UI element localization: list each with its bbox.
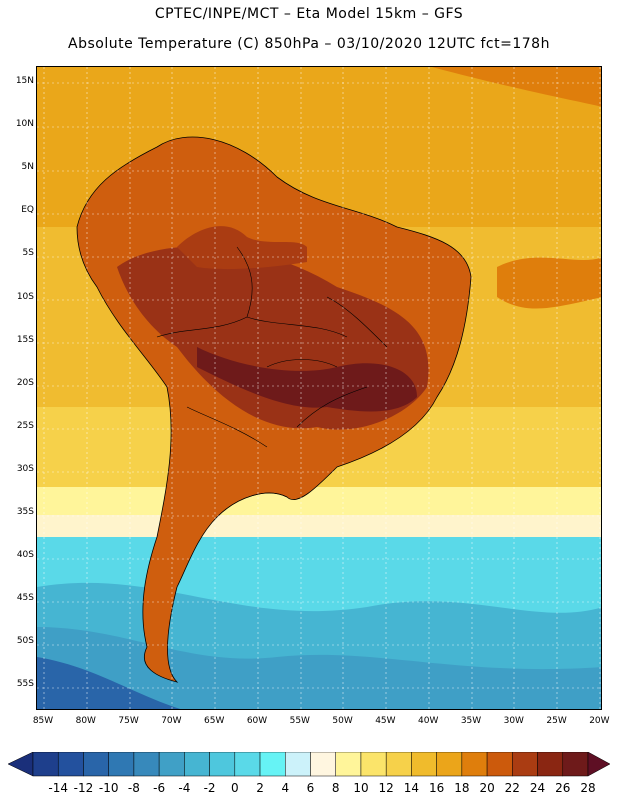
map-panel xyxy=(36,66,602,710)
colorbar-label: 14 xyxy=(403,781,420,795)
colorbar-label: 16 xyxy=(428,781,445,795)
colorbar-label: 28 xyxy=(580,781,596,795)
latitude-label: 30S xyxy=(16,463,34,474)
colorbar-label: 24 xyxy=(529,781,546,795)
colorbar-label: 26 xyxy=(555,781,571,795)
longitude-label: 25W xyxy=(546,716,567,726)
colorbar-swatch xyxy=(259,752,286,777)
longitude-label: 80W xyxy=(75,716,96,726)
colorbar-label: -14 xyxy=(48,781,69,795)
colorbar-swatch xyxy=(512,752,538,777)
colorbar-swatch xyxy=(184,752,210,777)
map-title: CPTEC/INPE/MCT – Eta Model 15km – GFS xyxy=(154,6,464,22)
colorbar-swatch xyxy=(133,752,160,777)
colorbar-swatch xyxy=(360,752,387,777)
colorbar-label: 22 xyxy=(504,781,520,795)
colorbar-swatch xyxy=(335,752,362,777)
map-subtitle: Absolute Temperature (C) 850hPa – 03/10/… xyxy=(68,36,550,52)
latitude-label: 35S xyxy=(16,507,34,517)
colorbar-swatch xyxy=(486,752,513,777)
colorbar-swatch xyxy=(57,752,84,777)
colorbar-swatch xyxy=(562,752,589,777)
latitude-label: 10N xyxy=(15,119,34,130)
latitude-label: 5N xyxy=(21,162,34,173)
colorbar-label: -6 xyxy=(153,781,166,795)
colorbar-label: 2 xyxy=(256,781,264,795)
longitude-label: 45W xyxy=(375,716,396,726)
latitude-label: 55S xyxy=(16,679,34,690)
longitude-label: 75W xyxy=(118,716,139,726)
colorbar-swatch xyxy=(310,752,336,777)
latitude-label: 20S xyxy=(16,377,34,388)
latitude-label: 15N xyxy=(15,76,34,86)
colorbar xyxy=(7,752,611,777)
colorbar-label: 20 xyxy=(479,781,495,795)
latitude-label: 45S xyxy=(16,593,34,604)
latitude-label: 40S xyxy=(16,550,34,561)
colorbar-label: -2 xyxy=(203,781,216,795)
colorbar-swatch xyxy=(32,752,59,777)
latitude-label: 15S xyxy=(16,334,34,345)
colorbar-swatch xyxy=(234,752,261,777)
latitude-label: 10S xyxy=(16,291,34,302)
colorbar-swatch xyxy=(537,752,564,777)
longitude-label: 65W xyxy=(204,716,225,726)
colorbar-label: 6 xyxy=(306,781,315,795)
latitude-label: 25S xyxy=(16,420,34,431)
latitude-label: EQ xyxy=(21,205,34,216)
colorbar-swatch xyxy=(461,752,488,777)
colorbar-swatch xyxy=(209,752,236,777)
colorbar-label: -10 xyxy=(98,781,119,795)
colorbar-label: 12 xyxy=(378,781,394,795)
longitude-label: 20W xyxy=(589,716,610,726)
colorbar-label: -4 xyxy=(178,781,191,795)
latitude-label: 50S xyxy=(16,636,34,647)
colorbar-label: 8 xyxy=(331,781,340,795)
colorbar-label: 4 xyxy=(281,781,290,795)
longitude-label: 50W xyxy=(332,716,353,726)
colorbar-swatch xyxy=(436,752,463,777)
colorbar-right-arrow xyxy=(587,752,611,777)
colorbar-swatch xyxy=(285,752,311,777)
temperature-map xyxy=(37,67,601,709)
colorbar-label: -12 xyxy=(73,781,94,795)
longitude-label: 30W xyxy=(503,716,524,726)
colorbar-swatch xyxy=(83,752,109,777)
longitude-label: 70W xyxy=(161,716,182,726)
colorbar-label: 0 xyxy=(230,781,239,795)
longitude-label: 40W xyxy=(418,716,439,726)
colorbar-label: 10 xyxy=(353,781,369,795)
longitude-label: 60W xyxy=(246,716,268,726)
longitude-label: 35W xyxy=(460,716,482,726)
colorbar-label: -8 xyxy=(127,781,140,795)
colorbar-label: 18 xyxy=(454,781,470,795)
colorbar-left-arrow xyxy=(7,752,34,777)
colorbar-swatch xyxy=(108,752,135,777)
colorbar-swatch xyxy=(411,752,437,777)
latitude-label: 5S xyxy=(22,248,34,259)
longitude-label: 55W xyxy=(289,716,310,726)
longitude-label: 85W xyxy=(32,716,54,726)
colorbar-swatch xyxy=(158,752,185,777)
colorbar-swatch xyxy=(385,752,412,777)
